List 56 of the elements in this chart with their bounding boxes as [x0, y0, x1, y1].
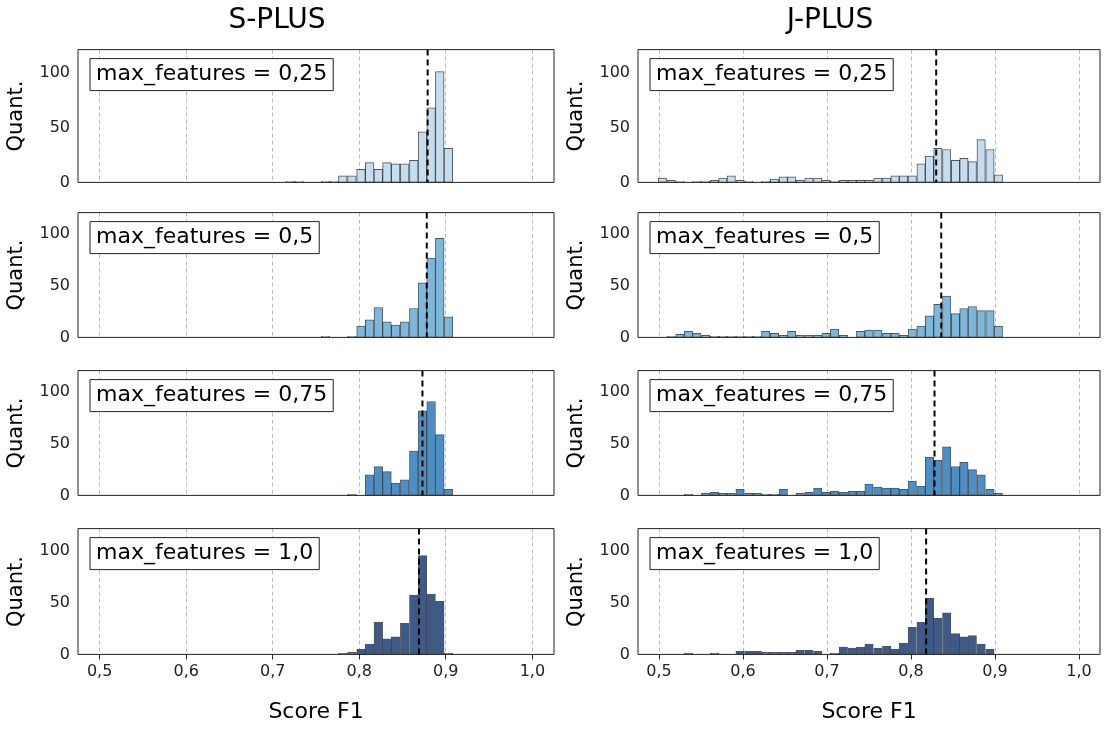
annotation: max_features = 0,75: [656, 381, 888, 408]
x-tick-label: 0,6: [730, 661, 756, 681]
y-tick-label: 0: [59, 326, 70, 346]
x-tick-label: 0,7: [814, 661, 840, 681]
annotation: max_features = 0,25: [656, 60, 888, 87]
y-tick-label: 50: [609, 274, 630, 294]
y-tick-label: 0: [619, 643, 630, 663]
annotation: max_features = 1,0: [656, 539, 874, 566]
y-tick-label: 50: [49, 116, 70, 136]
annotation: max_features = 0,25: [96, 60, 328, 87]
y-axis-title: Quant.: [563, 239, 588, 311]
y-tick-label: 50: [609, 591, 630, 611]
y-tick-label: 0: [59, 171, 70, 191]
chart-title: J-PLUS: [784, 2, 874, 36]
annotation: max_features = 0,5: [96, 223, 314, 250]
annotation: max_features = 0,5: [656, 223, 874, 250]
y-tick-label: 100: [599, 223, 630, 243]
y-tick-label: 50: [49, 432, 70, 452]
chart-title: S-PLUS: [228, 2, 326, 36]
y-axis-title: Quant.: [3, 397, 28, 469]
y-axis-title: Quant.: [563, 80, 588, 152]
y-tick-label: 50: [49, 274, 70, 294]
x-tick-label: 0,7: [260, 661, 286, 681]
y-tick-label: 50: [609, 116, 630, 136]
x-tick-label: 1,0: [519, 661, 546, 681]
x-axis-title: Score F1: [821, 697, 917, 723]
y-tick-label: 0: [59, 643, 70, 663]
x-tick-label: 0,5: [646, 661, 672, 681]
x-tick-label: 0,8: [346, 661, 372, 681]
x-tick-label: 0,5: [86, 661, 113, 681]
x-tick-label: 0,8: [898, 661, 924, 681]
y-tick-label: 0: [619, 171, 630, 191]
y-tick-label: 100: [599, 381, 630, 401]
annotation: max_features = 0,75: [96, 381, 328, 408]
y-axis-title: Quant.: [3, 556, 28, 627]
y-tick-label: 100: [39, 61, 70, 81]
y-axis-title: Quant.: [3, 80, 28, 152]
y-axis-title: Quant.: [563, 397, 588, 469]
y-tick-label: 50: [609, 432, 630, 452]
y-axis-title: Quant.: [3, 239, 28, 311]
x-tick-label: 0,9: [433, 661, 459, 681]
y-tick-label: 100: [39, 381, 70, 401]
y-tick-label: 0: [619, 326, 630, 346]
y-tick-label: 100: [39, 539, 70, 559]
x-tick-label: 0,6: [173, 661, 199, 681]
x-tick-label: 0,9: [982, 661, 1008, 681]
y-tick-label: 0: [59, 484, 70, 504]
annotation: max_features = 1,0: [96, 539, 314, 566]
y-tick-label: 100: [39, 223, 70, 243]
x-axis-title: Score F1: [268, 697, 364, 723]
y-axis-title: Quant.: [563, 556, 588, 627]
y-tick-label: 50: [49, 591, 70, 611]
y-tick-label: 100: [599, 61, 630, 81]
x-tick-label: 1,0: [1066, 661, 1092, 681]
y-tick-label: 0: [619, 484, 630, 504]
y-tick-label: 100: [599, 539, 630, 559]
